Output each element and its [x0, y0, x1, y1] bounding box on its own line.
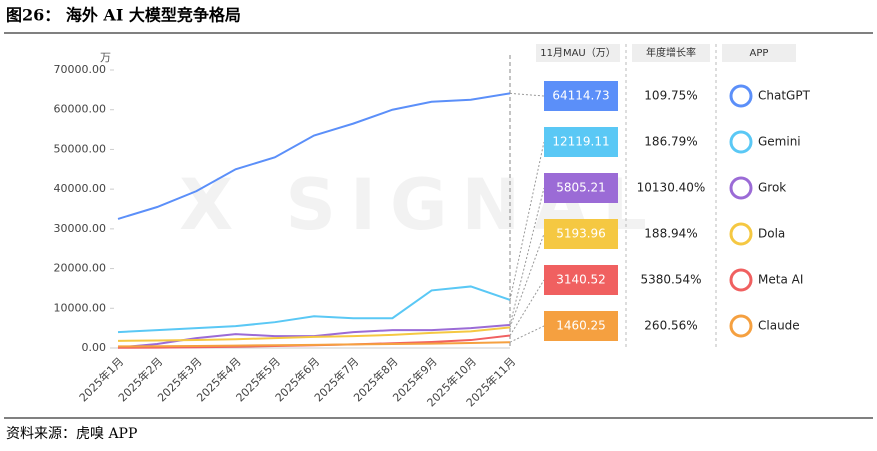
app-name: Gemini: [758, 135, 801, 149]
chart-title: 图26： 海外 AI 大模型竞争格局: [6, 6, 241, 25]
app-icon: [729, 130, 753, 154]
app-icon: [729, 84, 753, 108]
y-tick-label: 30000.00: [54, 222, 107, 235]
table-header: 11月MAU（万）: [540, 47, 616, 59]
y-tick-label: 70000.00: [54, 63, 107, 76]
mau-box: [544, 219, 618, 249]
growth-rate: 5380.54%: [640, 273, 701, 287]
mau-value: 1460.25: [556, 319, 606, 333]
mau-value: 3140.52: [556, 273, 606, 287]
table-header: 年度增长率: [646, 46, 696, 59]
connector: [509, 233, 545, 328]
y-tick-label: 10000.00: [54, 301, 107, 314]
growth-rate: 109.75%: [644, 89, 697, 103]
app-name: ChatGPT: [758, 89, 811, 103]
header-bg: [722, 44, 796, 62]
mau-box: [544, 127, 618, 157]
connector: [509, 92, 545, 97]
y-tick-label: 20000.00: [54, 262, 107, 275]
app-icon: [729, 176, 753, 200]
connector: [509, 141, 545, 300]
series-line: [117, 285, 511, 334]
mau-box: [544, 265, 618, 295]
app-name: Dola: [758, 227, 785, 241]
series-line: [117, 326, 511, 342]
app-name: Meta AI: [758, 273, 803, 287]
mau-box: [544, 81, 618, 111]
app-icon: [729, 222, 753, 246]
y-tick-label: 40000.00: [54, 182, 107, 195]
y-tick-label: 0.00: [82, 341, 107, 354]
connector: [509, 279, 545, 336]
mau-box: [544, 173, 618, 203]
header-bg: [536, 44, 620, 62]
app-icon: [729, 314, 753, 338]
app-icon: [729, 268, 753, 292]
growth-rate: 186.79%: [644, 135, 697, 149]
growth-rate: 260.56%: [644, 319, 697, 333]
mau-value: 64114.73: [552, 89, 609, 103]
growth-rate: 188.94%: [644, 227, 697, 241]
y-tick-label: 50000.00: [54, 142, 107, 155]
mau-box: [544, 311, 618, 341]
mau-value: 12119.11: [552, 135, 609, 149]
app-name: Claude: [758, 319, 800, 333]
mau-value: 5805.21: [556, 181, 606, 195]
series-line: [117, 92, 511, 220]
connector: [509, 187, 545, 326]
app-name: Grok: [758, 181, 786, 195]
y-tick-label: 60000.00: [54, 103, 107, 116]
mau-value: 5193.96: [556, 227, 606, 241]
connector: [509, 325, 545, 343]
series-line: [117, 341, 511, 348]
header-bg: [632, 44, 710, 62]
y-unit: 万: [100, 51, 111, 64]
table-header: APP: [750, 48, 769, 59]
source-note: 资料来源：虎嗅 APP: [6, 426, 137, 442]
growth-rate: 10130.40%: [637, 181, 706, 195]
